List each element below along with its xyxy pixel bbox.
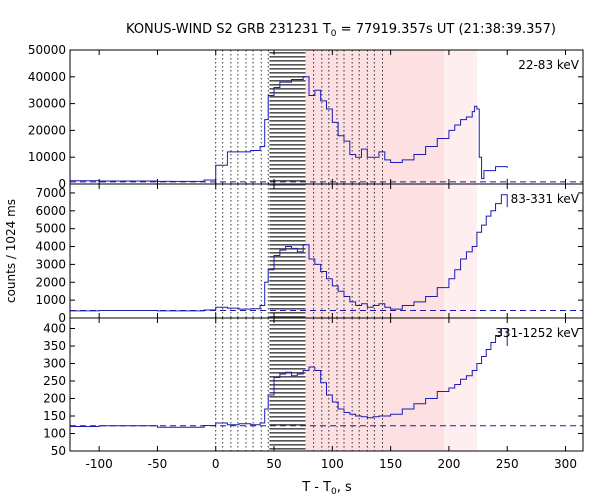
y-tick-label: 3000	[35, 257, 66, 271]
y-tick-label: 400	[43, 322, 66, 336]
y-tick-label: 30000	[28, 97, 66, 111]
y-tick-label: 0	[58, 311, 66, 325]
y-tick-label: 6000	[35, 204, 66, 218]
light-curve-2	[70, 194, 508, 312]
shade-main-interval	[305, 318, 445, 451]
y-tick-label: 50	[51, 444, 66, 458]
x-tick-label: -50	[148, 457, 168, 471]
x-tick-label: -100	[86, 457, 113, 471]
panel-1: 0 10000 20000 30000 40000 50000 22-83 keV	[28, 43, 584, 191]
shade-hatched-interval	[269, 184, 306, 318]
x-tick-label: 300	[554, 457, 577, 471]
light-curve-1	[70, 76, 508, 182]
shade-tail-interval	[444, 184, 477, 318]
y-tick-label: 1000	[35, 293, 66, 307]
y-tick-label: 5000	[35, 222, 66, 236]
energy-band-label: 22-83 keV	[518, 58, 580, 72]
y-tick-label: 20000	[28, 123, 66, 137]
energy-band-label: 331-1252 keV	[495, 326, 579, 340]
x-axis-label: T - T0, s	[301, 480, 352, 497]
shade-main-interval	[305, 184, 445, 318]
panel-frame	[69, 317, 584, 452]
shade-hatched-interval	[269, 50, 306, 184]
panel-3: 50 100 150 200 250 300 350 400 -100 -50 0 50 100 150 2…	[43, 317, 584, 471]
y-tick-label: 40000	[28, 70, 66, 84]
x-tick-label: 50	[266, 457, 281, 471]
shade-hatched-interval	[269, 318, 306, 451]
y-tick-label: 300	[43, 357, 66, 371]
x-tick-label: 100	[321, 457, 344, 471]
y-tick-label: 150	[43, 409, 66, 423]
shade-main-interval	[305, 50, 445, 184]
light-curve-3	[70, 328, 508, 428]
y-tick-label: 100	[43, 427, 66, 441]
y-tick-label: 2000	[35, 275, 66, 289]
y-axis-label: counts / 1024 ms	[4, 199, 18, 303]
y-tick-label: 350	[43, 339, 66, 353]
x-tick-label: 150	[379, 457, 402, 471]
energy-band-label: 83-331 keV	[511, 192, 580, 206]
y-tick-label: 200	[43, 392, 66, 406]
y-tick-label: 50000	[28, 43, 66, 57]
y-tick-label: 7000	[35, 186, 66, 200]
y-tick-label: 250	[43, 374, 66, 388]
chart-title: KONUS-WIND S2 GRB 231231 T0 = 77919.357s…	[126, 22, 556, 39]
x-tick-label: 250	[496, 457, 519, 471]
y-tick-label: 10000	[28, 150, 66, 164]
x-tick-label: 200	[437, 457, 460, 471]
y-tick-label: 4000	[35, 240, 66, 254]
x-tick-label: 0	[212, 457, 220, 471]
panel-2: 0 1000 2000 3000 4000 5000 6000 7000 83-331 keV	[35, 183, 584, 325]
y-tick-label: 0	[58, 177, 66, 191]
